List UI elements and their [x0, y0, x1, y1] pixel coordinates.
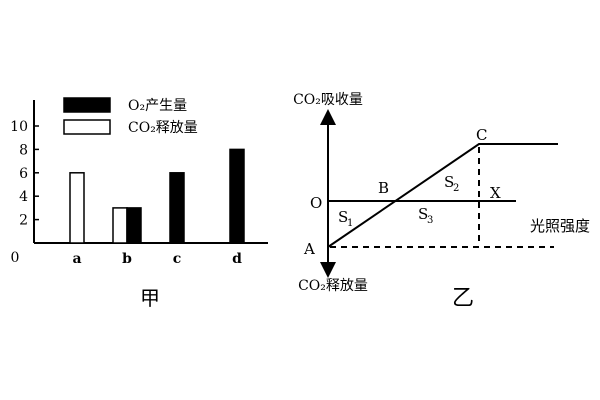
jia-y-tick-label: 4	[19, 189, 28, 205]
bar-o2-d	[229, 148, 245, 244]
legend-swatch-co2	[63, 119, 111, 135]
jia-y-ticks: 2 4 6 8 10	[10, 119, 39, 229]
bar-o2-c	[169, 172, 185, 244]
yi-region-s1-sub: 1	[347, 218, 353, 229]
yi-point-a: A	[303, 240, 315, 258]
jia-category-label: c	[173, 251, 182, 267]
jia-category-label: b	[122, 251, 132, 267]
yi-region-s1-letter: S	[338, 208, 348, 226]
bar-co2-a	[69, 172, 85, 244]
yi-point-x: X	[490, 184, 501, 202]
jia-category-label: a	[72, 251, 81, 267]
yi-point-b: B	[378, 179, 389, 197]
jia-bars	[69, 148, 245, 244]
legend-label-o2: O₂产生量	[128, 98, 187, 114]
yi-point-c: C	[476, 126, 487, 144]
chart-jia: 0 2 4 6 8 10 a b c d O₂产生量 CO₂释放量 甲	[10, 97, 268, 310]
yi-point-o: O	[310, 194, 322, 212]
yi-region-s2-letter: S	[444, 173, 454, 191]
yi-region-s3-letter: S	[418, 205, 428, 223]
jia-y-tick-label: 8	[19, 142, 28, 158]
yi-ylabel-bottom: CO₂释放量	[298, 278, 368, 294]
yi-region-s1: S 1	[338, 208, 353, 229]
jia-category-labels: a b c d	[72, 251, 242, 267]
yi-region-s3-sub: 3	[427, 215, 433, 226]
yi-xlabel: 光照强度	[530, 217, 590, 235]
yi-region-s2: S 2	[444, 173, 459, 194]
jia-y-tick-label: 6	[19, 166, 28, 182]
jia-y-tick-label: 10	[10, 119, 28, 135]
yi-caption: 乙	[452, 286, 474, 311]
legend-label-co2: CO₂释放量	[128, 120, 198, 136]
jia-category-label: d	[232, 251, 242, 267]
bar-o2-b	[126, 207, 142, 244]
jia-origin-label: 0	[11, 250, 20, 266]
yi-curve	[327, 143, 558, 248]
yi-region-s3: S 3	[418, 205, 433, 226]
chart-yi: CO₂吸收量 CO₂释放量 光照强度 O A B C X S 1 S 2 S 3…	[293, 92, 590, 311]
yi-region-s2-sub: 2	[453, 183, 459, 194]
legend-swatch-o2	[63, 97, 111, 113]
yi-ylabel-top: CO₂吸收量	[293, 92, 363, 108]
jia-legend: O₂产生量 CO₂释放量	[63, 97, 198, 136]
jia-caption: 甲	[140, 286, 160, 310]
bar-co2-b	[112, 207, 128, 244]
jia-y-tick-label: 2	[19, 213, 28, 229]
